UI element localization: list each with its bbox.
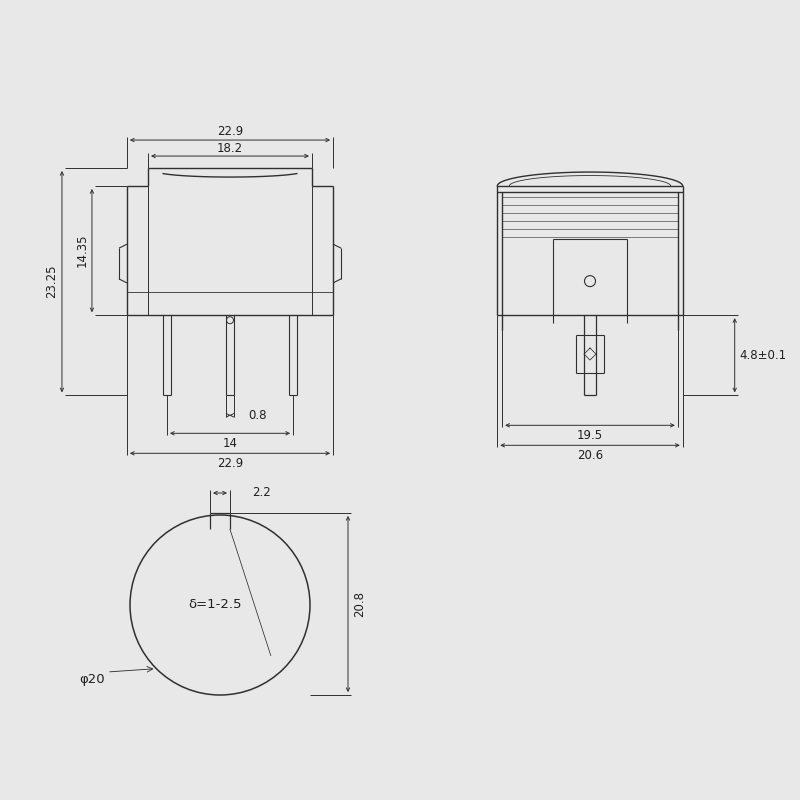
Text: 4.8±0.1: 4.8±0.1 <box>739 349 786 362</box>
Text: 20.6: 20.6 <box>577 449 603 462</box>
Text: 23.25: 23.25 <box>46 265 58 298</box>
Text: 14.35: 14.35 <box>75 234 89 267</box>
Text: 18.2: 18.2 <box>217 142 243 154</box>
Text: 14: 14 <box>222 437 238 450</box>
Text: φ20: φ20 <box>79 674 105 686</box>
Text: 22.9: 22.9 <box>217 125 243 138</box>
Text: 22.9: 22.9 <box>217 457 243 470</box>
Text: δ=1-2.5: δ=1-2.5 <box>188 598 242 611</box>
Text: 19.5: 19.5 <box>577 429 603 442</box>
Text: 0.8: 0.8 <box>248 409 266 422</box>
Text: 2.2: 2.2 <box>252 486 270 499</box>
Text: 20.8: 20.8 <box>354 591 366 617</box>
